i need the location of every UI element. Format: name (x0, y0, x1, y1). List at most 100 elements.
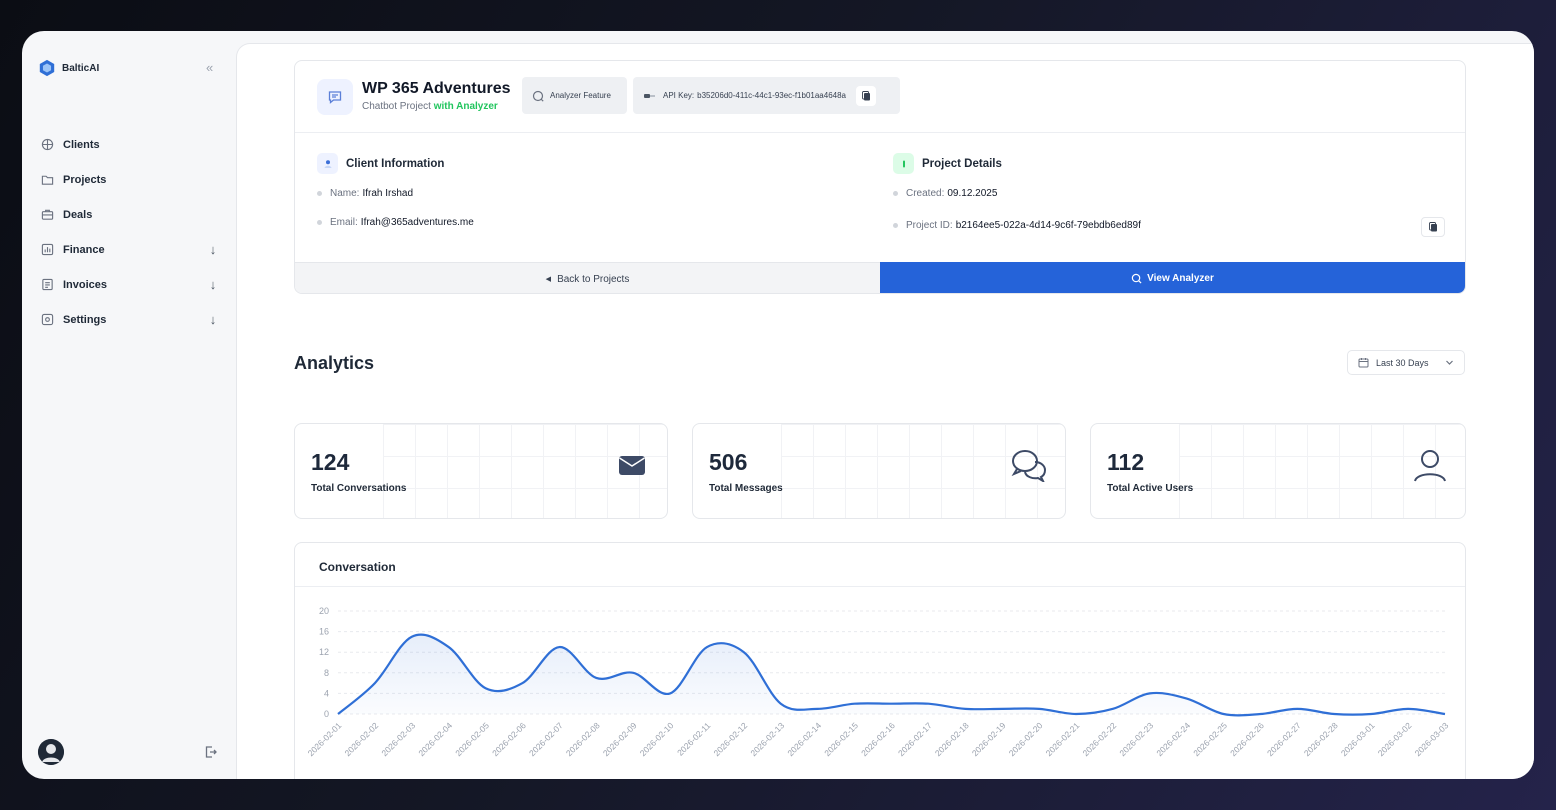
stat-label: Total Messages (709, 483, 783, 494)
client-email-row: Email: Ifrah@365adventures.me (317, 217, 474, 228)
stat-card-users: 112 Total Active Users (1090, 423, 1466, 519)
sidebar-nav: Clients Projects Deals Finance ↓ (40, 127, 220, 337)
sidebar-item-label: Clients (63, 138, 100, 151)
sidebar: BalticAI « Clients Projects Deals (22, 31, 236, 779)
analyzer-icon (532, 90, 544, 102)
brand[interactable]: BalticAI (38, 59, 99, 77)
stat-card-messages: 506 Total Messages (692, 423, 1066, 519)
client-email-label: Email: (330, 217, 358, 228)
collapse-sidebar-icon[interactable]: « (206, 60, 214, 75)
x-tick-label: 2026-02-09 (601, 720, 639, 758)
x-tick-label: 2026-02-23 (1117, 720, 1155, 758)
y-tick-label: 12 (319, 647, 329, 657)
created-value: 09.12.2025 (947, 188, 998, 199)
sidebar-item-invoices[interactable]: Invoices ↓ (40, 267, 220, 302)
client-name-row: Name: Ifrah Irshad (317, 188, 413, 199)
stat-value: 124 (311, 449, 350, 475)
bullet-dot (317, 191, 322, 196)
analyzer-feature-chip: Analyzer Feature (522, 77, 627, 114)
x-tick-label: 2026-02-27 (1265, 720, 1303, 758)
expand-arrow-icon[interactable]: ↓ (209, 242, 217, 257)
view-analyzer-button[interactable]: View Analyzer (880, 262, 1465, 293)
sidebar-item-clients[interactable]: Clients (40, 127, 220, 162)
chevron-down-icon (1446, 360, 1453, 365)
project-header: WP 365 Adventures Chatbot Project with A… (295, 61, 1465, 133)
x-tick-label: 2026-02-02 (342, 720, 380, 758)
x-tick-label: 2026-02-08 (564, 720, 602, 758)
y-tick-label: 4 (324, 688, 329, 698)
x-tick-label: 2026-02-11 (675, 720, 713, 758)
invoice-icon (40, 278, 54, 292)
date-range-label: Last 30 Days (1376, 357, 1429, 368)
decorative-grid (781, 424, 1065, 518)
client-name-value: Ifrah Irshad (362, 188, 414, 199)
user-icon (1414, 450, 1446, 482)
x-tick-label: 2026-02-18 (933, 720, 971, 758)
x-tick-label: 2026-02-17 (896, 720, 934, 758)
caret-left-icon: ◀ (545, 276, 552, 283)
main-content: WP 365 Adventures Chatbot Project with A… (236, 43, 1534, 779)
sidebar-item-label: Projects (63, 173, 107, 186)
x-tick-label: 2026-02-12 (711, 720, 749, 758)
bullet-dot (893, 191, 898, 196)
x-tick-label: 2026-02-15 (822, 720, 860, 758)
x-tick-label: 2026-02-19 (970, 720, 1008, 758)
client-info-heading-text: Client Information (346, 157, 445, 170)
sidebar-item-deals[interactable]: Deals (40, 197, 220, 232)
api-key-chip: API Key: b35206d0-411c-44c1-93ec-f1b01aa… (633, 77, 900, 114)
project-actions: ◀ Back to Projects View Analyzer (295, 262, 1465, 293)
folder-icon (40, 173, 54, 187)
series-area (338, 634, 1445, 716)
expand-arrow-icon[interactable]: ↓ (209, 277, 217, 292)
y-tick-label: 0 (324, 709, 329, 719)
analyzer-feature-label: Analyzer Feature (550, 91, 611, 100)
stat-label: Total Conversations (311, 483, 407, 494)
clients-icon (40, 138, 54, 152)
x-tick-label: 2026-02-10 (638, 720, 676, 758)
back-to-projects-button[interactable]: ◀ Back to Projects (295, 262, 880, 293)
brand-name: BalticAI (62, 62, 100, 74)
chart-title: Conversation (319, 560, 396, 574)
avatar[interactable] (38, 739, 64, 765)
sidebar-item-label: Invoices (63, 278, 108, 291)
created-label: Created: (906, 188, 945, 199)
project-details: Project Details Created: 09.12.2025 Proj… (893, 153, 1445, 253)
sidebar-item-label: Deals (63, 208, 93, 221)
x-tick-label: 2026-02-06 (490, 720, 528, 758)
analytics-title: Analytics (294, 353, 375, 373)
project-subtitle: Chatbot Project with Analyzer (362, 101, 498, 112)
date-range-select[interactable]: Last 30 Days (1347, 350, 1465, 375)
x-tick-label: 2026-02-25 (1191, 720, 1229, 758)
x-tick-label: 2026-02-13 (748, 720, 786, 758)
copy-project-id-button[interactable] (1421, 217, 1445, 237)
app-window: BalticAI « Clients Projects Deals (22, 31, 1534, 779)
x-tick-label: 2026-02-16 (859, 720, 897, 758)
finance-icon (40, 243, 54, 257)
sidebar-item-finance[interactable]: Finance ↓ (40, 232, 220, 267)
project-subtitle-highlight: with Analyzer (433, 101, 498, 112)
bullet-dot (893, 223, 898, 228)
client-information: Client Information Name: Ifrah Irshad Em… (317, 153, 857, 253)
x-tick-label: 2026-02-28 (1302, 720, 1340, 758)
y-tick-label: 20 (319, 606, 329, 616)
project-id-label: Project ID: (906, 220, 953, 231)
x-tick-label: 2026-02-21 (1044, 720, 1082, 758)
x-tick-label: 2026-02-22 (1080, 720, 1118, 758)
sidebar-item-settings[interactable]: Settings ↓ (40, 302, 220, 337)
back-button-label: Back to Projects (557, 273, 630, 285)
client-email-value[interactable]: Ifrah@365adventures.me (360, 217, 474, 228)
client-user-icon (317, 153, 338, 174)
stat-label: Total Active Users (1107, 483, 1194, 494)
copy-api-key-button[interactable] (856, 85, 876, 106)
copy-icon (861, 90, 870, 100)
series-line (337, 633, 1446, 717)
logout-icon[interactable] (204, 745, 218, 759)
stat-value: 506 (709, 449, 748, 475)
project-id-row: Project ID: b2164ee5-022a-4d14-9c6f-79eb… (893, 220, 1141, 231)
x-tick-label: 2026-02-03 (379, 720, 417, 758)
api-key-value: b35206d0-411c-44c1-93ec-f1b01aa4648a (697, 91, 846, 100)
project-subtitle-prefix: Chatbot Project (362, 101, 431, 112)
expand-arrow-icon[interactable]: ↓ (209, 312, 217, 327)
sidebar-item-projects[interactable]: Projects (40, 162, 220, 197)
